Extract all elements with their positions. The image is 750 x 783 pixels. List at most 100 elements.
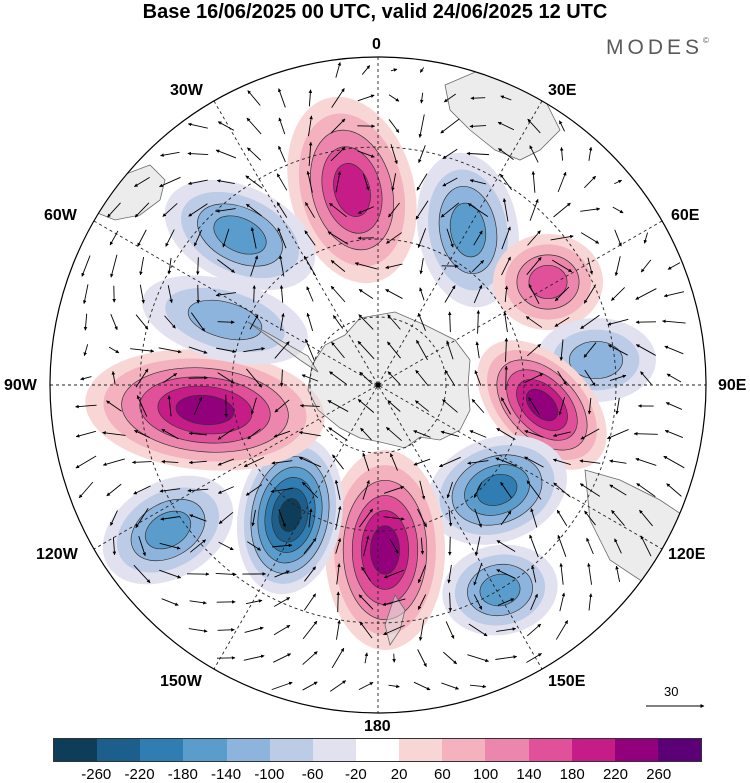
wind-arrow bbox=[527, 230, 541, 246]
wind-arrow bbox=[387, 314, 401, 330]
wind-arrow bbox=[588, 593, 593, 611]
wind-arrow bbox=[526, 480, 542, 500]
wind-arrow bbox=[555, 620, 569, 640]
wind-arrow bbox=[413, 430, 431, 438]
wind-arrow bbox=[359, 621, 373, 639]
wind-arrow bbox=[609, 459, 627, 464]
wind-arrow bbox=[280, 313, 285, 331]
wind-arrow bbox=[217, 320, 235, 324]
wind-arrow bbox=[215, 572, 237, 577]
wind-arrow bbox=[302, 620, 318, 640]
colorbar-tick-label: 220 bbox=[602, 766, 628, 783]
wind-arrow bbox=[528, 397, 540, 415]
wind-arrow bbox=[640, 371, 652, 385]
wind-arrow bbox=[195, 257, 200, 275]
wind-arrow bbox=[335, 537, 342, 554]
wind-arrow bbox=[419, 287, 425, 301]
wind-arrow bbox=[440, 202, 460, 218]
wind-arrow bbox=[615, 565, 621, 582]
wind-arrow bbox=[615, 397, 620, 415]
wind-arrow bbox=[385, 263, 403, 269]
wind-arrow bbox=[530, 508, 538, 528]
wind-arrow bbox=[466, 151, 490, 156]
wind-arrow bbox=[640, 259, 652, 273]
wind-arrow bbox=[387, 371, 401, 385]
modes-logo: MODES© bbox=[606, 36, 709, 60]
brand-name: MODES bbox=[606, 36, 704, 59]
colorbar-tick-label: -180 bbox=[167, 766, 198, 783]
colorbar-tick-label: -220 bbox=[124, 766, 155, 783]
wind-arrow bbox=[417, 312, 426, 331]
colorbar-tick-label: -20 bbox=[345, 766, 367, 783]
wind-arrow bbox=[217, 121, 235, 131]
wind-arrow bbox=[135, 314, 149, 330]
wind-arrow bbox=[335, 62, 342, 78]
wind-arrow bbox=[357, 399, 375, 413]
wind-arrow bbox=[440, 118, 460, 134]
wind-arrow bbox=[553, 482, 571, 498]
wind-arrow bbox=[500, 510, 512, 526]
wind-arrow bbox=[362, 452, 370, 472]
wind-arrow bbox=[390, 68, 398, 72]
colorbar-tick-label: 260 bbox=[646, 766, 672, 783]
wind-arrow bbox=[135, 368, 149, 388]
copyright-mark: © bbox=[703, 36, 709, 45]
wind-arrow bbox=[308, 115, 313, 137]
wind-arrow bbox=[354, 262, 378, 270]
wind-arrow bbox=[167, 257, 172, 275]
wind-arrow bbox=[417, 649, 427, 667]
wind-arrow bbox=[383, 516, 405, 521]
wind-arrow bbox=[552, 458, 571, 466]
wind-arrow bbox=[303, 255, 317, 277]
wind-arrow bbox=[216, 347, 237, 354]
new-zealand-landmass bbox=[384, 594, 406, 646]
wind-arrow bbox=[502, 198, 509, 222]
wind-arrow bbox=[278, 145, 286, 163]
colorbar-swatch bbox=[485, 739, 529, 761]
wind-arrow bbox=[388, 202, 400, 218]
wind-arrow bbox=[250, 227, 257, 249]
wind-arrow bbox=[276, 173, 288, 191]
wind-arrow bbox=[357, 150, 375, 158]
wind-arrow bbox=[271, 460, 293, 465]
wind-arrow bbox=[559, 339, 564, 361]
wind-arrow bbox=[504, 365, 509, 390]
wind-arrow bbox=[271, 681, 293, 691]
wind-arrow bbox=[188, 346, 208, 354]
wind-arrow bbox=[469, 430, 487, 438]
wind-arrow bbox=[305, 202, 315, 218]
wind-arrow bbox=[217, 486, 234, 494]
wind-arrow bbox=[108, 346, 120, 354]
wind-arrow bbox=[417, 508, 427, 528]
wind-arrow bbox=[217, 428, 235, 440]
wind-arrow bbox=[441, 682, 459, 690]
wind-arrow bbox=[357, 94, 375, 102]
wind-arrow bbox=[159, 176, 181, 188]
wind-arrow bbox=[475, 341, 480, 359]
wind-arrow bbox=[476, 310, 481, 334]
wind-arrow bbox=[75, 455, 97, 469]
wind-arrow bbox=[331, 341, 345, 359]
wind-arrow bbox=[388, 94, 400, 102]
wind-arrow bbox=[499, 173, 513, 191]
wind-arrow bbox=[189, 514, 207, 522]
wind-arrow bbox=[273, 597, 291, 607]
wind-arrow bbox=[416, 173, 428, 191]
wind-arrow bbox=[78, 481, 94, 499]
positive-anomaly-contour bbox=[525, 388, 559, 422]
wind-arrow bbox=[496, 540, 516, 552]
wind-arrow bbox=[218, 511, 234, 525]
positive-anomaly-contour bbox=[370, 525, 400, 575]
wind-arrow bbox=[362, 480, 370, 500]
wind-arrow bbox=[444, 369, 456, 387]
meridian bbox=[213, 100, 543, 670]
wind-arrow bbox=[553, 202, 571, 218]
lon-label-30w: 30W bbox=[170, 82, 203, 99]
wind-arrow bbox=[524, 456, 544, 468]
wind-arrow bbox=[247, 147, 261, 161]
wind-arrow bbox=[270, 487, 294, 494]
wind-arrow bbox=[529, 145, 539, 163]
colorbar-tick-label: 140 bbox=[516, 766, 542, 783]
wind-arrow bbox=[187, 179, 208, 186]
wind-arrow bbox=[359, 508, 373, 528]
